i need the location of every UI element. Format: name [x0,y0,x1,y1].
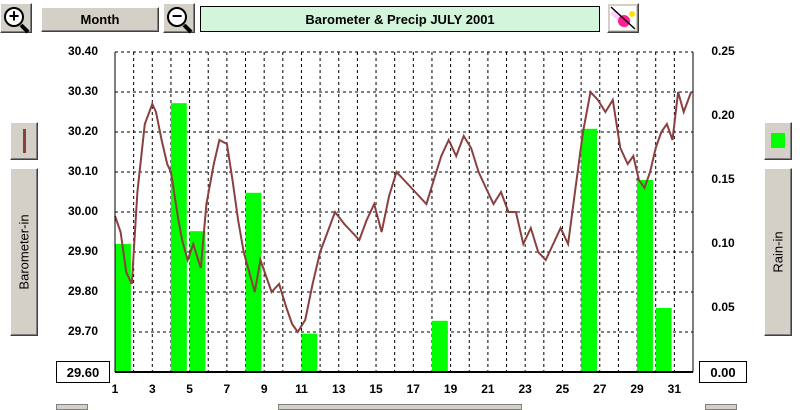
rain-tick-label: 0.15 [711,172,735,186]
x-tick-label: 15 [369,382,383,396]
barometer-tick-label: 29.80 [67,284,99,298]
x-tick-label: 3 [148,382,156,396]
x-tick-label: 23 [518,382,532,396]
barometer-tick-label: 30.40 [67,44,99,58]
rain-tick-label: 0.25 [711,44,735,58]
rain-bar [301,333,318,372]
rain-bar [170,103,187,372]
rain-tick-label: 0.00 [699,361,747,383]
barometer-tick-label: 30.00 [67,204,99,218]
chart-title: Barometer & Precip JULY 2001 [200,6,600,32]
barometer-tick-label: 30.30 [67,84,99,98]
color-settings-button[interactable] [607,3,639,33]
rain-tick-label: 0.20 [711,108,735,122]
magnifier-minus-icon [167,7,187,27]
x-tick-label: 5 [186,382,193,396]
x-tick-label: 19 [443,382,458,396]
x-tick-label: 1 [111,382,119,396]
rain-bar [637,180,653,372]
rain-bar [431,320,448,372]
rain-bar [115,244,131,372]
barometer-legend-button[interactable] [10,122,38,160]
magnifier-plus-icon [4,7,24,27]
barometer-axis-button[interactable]: Barometer-in [10,168,38,336]
scroll-right-button[interactable] [705,404,737,410]
x-tick-label: 13 [332,382,346,396]
paint-brush-icon [610,6,636,30]
horizontal-scrollbar[interactable] [278,404,522,410]
rain-legend-button[interactable] [764,122,792,160]
rain-axis-button[interactable]: Rain-in [764,168,792,336]
rain-bar [581,128,597,372]
x-tick-label: 11 [295,382,308,396]
barometer-tick-label: 30.10 [67,164,99,178]
x-tick-label: 7 [223,382,231,396]
x-tick-label: 21 [481,382,495,396]
barometer-line-swatch [23,129,26,153]
barometer-tick-label: 29.70 [67,324,99,338]
rain-tick-label: 0.10 [711,236,735,250]
x-tick-label: 29 [630,382,644,396]
zoom-in-button[interactable]: + [0,3,32,34]
scroll-left-button[interactable] [56,404,88,410]
x-tick-label: 17 [406,382,420,396]
barometer-tick-label: 29.60 [56,361,110,383]
x-tick-label: 31 [667,382,682,396]
barometer-line [114,89,693,334]
x-tick-label: 27 [593,382,607,396]
barometer-tick-label: 29.90 [67,244,99,258]
zoom-out-button[interactable]: − [163,3,195,34]
rain-bar [655,308,672,372]
rain-bar-swatch [771,133,785,148]
barometer-tick-label: 30.20 [67,124,99,138]
rain-bar [245,192,262,372]
x-tick-label: 9 [260,382,268,396]
rain-tick-label: 0.05 [711,300,735,314]
x-tick-label: 25 [555,382,570,396]
month-button[interactable]: Month [41,7,159,32]
